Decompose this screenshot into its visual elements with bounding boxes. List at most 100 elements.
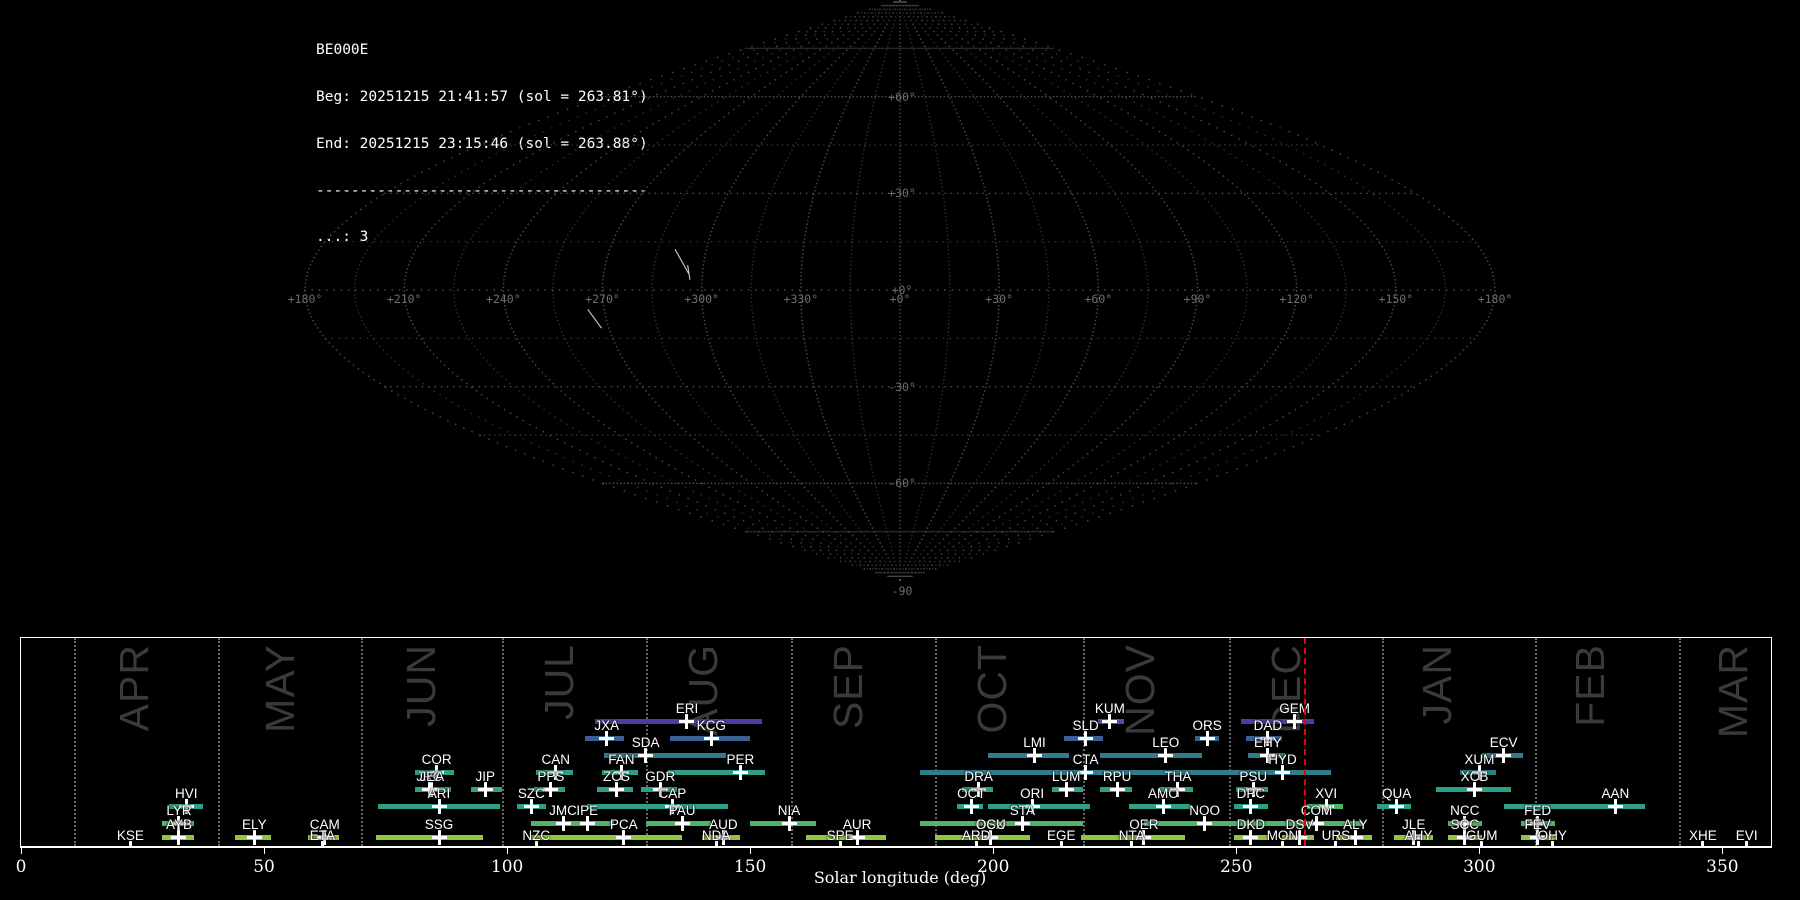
shower-entry[interactable]: COM — [1226, 803, 1363, 831]
shower-code-label: JMC — [549, 803, 577, 818]
shower-entry[interactable]: ORI — [988, 786, 1091, 814]
peak-marker-icon — [1243, 799, 1259, 814]
shower-entry[interactable]: XHE — [1689, 828, 1718, 846]
shower-entry[interactable]: OCT — [956, 786, 986, 814]
shower-entry[interactable]: SSG — [375, 817, 483, 845]
shower-entry[interactable]: AMO — [1129, 786, 1191, 814]
peak-marker-icon — [781, 816, 797, 831]
shower-entry[interactable]: ECV — [1481, 735, 1524, 763]
shower-entry[interactable]: JEA — [417, 769, 452, 797]
shower-entry[interactable]: GDR — [640, 769, 678, 797]
ra-tick-label: +330° — [783, 292, 819, 306]
shower-entry[interactable]: JIP — [470, 769, 503, 797]
shower-entry[interactable]: CAP — [587, 786, 729, 814]
month-divider — [1228, 638, 1231, 846]
shower-entry[interactable]: ALY — [1335, 817, 1373, 845]
shower-entry[interactable]: PPS — [533, 769, 566, 797]
shower-entry[interactable]: IPE — [555, 803, 615, 831]
shower-entry[interactable]: OCU — [976, 817, 1006, 845]
shower-entry[interactable]: FAN — [601, 752, 639, 780]
shower-entry[interactable]: CAN — [536, 752, 573, 780]
shower-entry[interactable]: RPU — [1100, 769, 1132, 797]
shower-entry[interactable]: EHY — [1248, 735, 1285, 763]
shower-entry[interactable]: CTA — [920, 752, 1195, 780]
shower-entry[interactable]: DKD — [1233, 817, 1268, 845]
shower-entry[interactable]: FED — [1520, 803, 1555, 831]
shower-entry[interactable]: FEV — [1520, 817, 1555, 845]
shower-entry[interactable]: LYR — [161, 803, 194, 831]
shower-entry[interactable]: SDA — [604, 735, 726, 763]
shower-entry[interactable]: SLD — [1063, 718, 1103, 746]
shower-entry[interactable]: SPE — [801, 828, 881, 846]
shower-entry[interactable]: DAD — [1246, 718, 1283, 746]
shower-entry[interactable]: HVI — [169, 786, 204, 814]
shower-code-label: GEM — [1279, 701, 1310, 716]
shower-entry[interactable]: MON — [1227, 828, 1315, 846]
shower-entry[interactable]: KSE — [116, 828, 148, 846]
shower-entry[interactable]: AHY — [1387, 828, 1445, 846]
shower-code-label: AUD — [709, 817, 738, 832]
peak-marker-icon — [1275, 841, 1290, 846]
shower-entry[interactable]: NZC — [393, 828, 648, 846]
shower-entry[interactable]: PCA — [531, 817, 683, 845]
shower-entry[interactable]: NCC — [1447, 803, 1482, 831]
shower-entry[interactable]: KUM — [1095, 701, 1125, 729]
shower-entry[interactable]: ERI — [594, 701, 763, 729]
shower-entry[interactable]: AUD — [701, 817, 741, 845]
shower-entry[interactable]: COR — [414, 752, 454, 780]
shower-code-label: ELY — [242, 817, 267, 832]
shower-entry[interactable]: LMI — [988, 735, 1069, 763]
shower-entry[interactable]: QUA — [1377, 786, 1411, 814]
shower-entry[interactable]: DSV — [1282, 817, 1315, 845]
shower-entry[interactable]: SZC — [516, 786, 546, 814]
shower-entry[interactable]: OER — [1080, 817, 1186, 845]
shower-entry[interactable]: STA — [920, 803, 1084, 831]
shower-entry[interactable]: CAM — [307, 817, 340, 845]
shower-entry[interactable]: URS — [1307, 828, 1358, 846]
shower-entry[interactable]: XVI — [1306, 786, 1344, 814]
shower-entry[interactable]: NIA — [750, 803, 816, 831]
shower-entry[interactable]: GEM — [1241, 701, 1315, 729]
shower-code-label: FEV — [1524, 817, 1551, 832]
shower-entry[interactable]: GUM — [1443, 828, 1509, 846]
shower-entry[interactable]: NOO — [1143, 803, 1239, 831]
shower-entry[interactable]: DPC — [1233, 786, 1268, 814]
shower-entry[interactable]: NDA — [663, 828, 775, 846]
shower-entry[interactable]: AYB — [161, 817, 194, 845]
shower-entry[interactable]: JXA — [584, 718, 624, 746]
month-divider — [1535, 638, 1538, 846]
shower-entry[interactable]: ARI — [378, 786, 500, 814]
shower-entry[interactable]: THA — [1158, 769, 1193, 797]
shower-entry[interactable]: OHY — [1533, 828, 1569, 846]
shower-entry[interactable]: EVI — [1732, 828, 1764, 846]
shower-entry[interactable]: ELY — [234, 817, 272, 845]
shower-entry[interactable]: DRA — [961, 769, 994, 797]
shower-entry[interactable]: XUM — [1459, 752, 1497, 780]
shower-entry[interactable]: ZCS — [597, 769, 634, 797]
shower-code-label: KCG — [696, 718, 726, 733]
shower-code-label: OCT — [957, 786, 986, 801]
shower-entry[interactable]: PER — [667, 752, 765, 780]
shower-code-label: EGE — [1047, 828, 1076, 843]
shower-entry[interactable]: NTA — [1081, 828, 1183, 846]
shower-entry[interactable]: KCG — [669, 718, 751, 746]
shower-entry[interactable]: JMC — [531, 803, 590, 831]
shower-entry[interactable]: PAU — [645, 803, 712, 831]
shower-entry[interactable]: PSU — [1236, 769, 1268, 797]
shower-entry[interactable]: EGE — [1008, 828, 1096, 846]
shower-entry[interactable]: ORS — [1192, 718, 1222, 746]
shower-entry[interactable]: HYD — [1107, 752, 1332, 780]
shower-entry[interactable]: JLE — [1394, 817, 1434, 845]
shower-entry[interactable]: LUM — [1051, 769, 1084, 797]
shower-entry[interactable]: ETA — [235, 828, 386, 846]
shower-entry[interactable]: XCB — [1435, 769, 1511, 797]
shower-entry[interactable]: AAN — [1503, 786, 1645, 814]
shower-entry[interactable]: ARD — [920, 828, 1008, 846]
shower-entry[interactable]: LEO — [1100, 735, 1203, 763]
month-label: MAR — [1710, 644, 1757, 739]
peak-marker-icon — [1197, 816, 1213, 831]
peak-marker-icon — [849, 830, 865, 845]
shower-code-label: COM — [1300, 803, 1333, 818]
shower-entry[interactable]: SCC — [1447, 817, 1482, 845]
shower-entry[interactable]: AUR — [806, 817, 887, 845]
